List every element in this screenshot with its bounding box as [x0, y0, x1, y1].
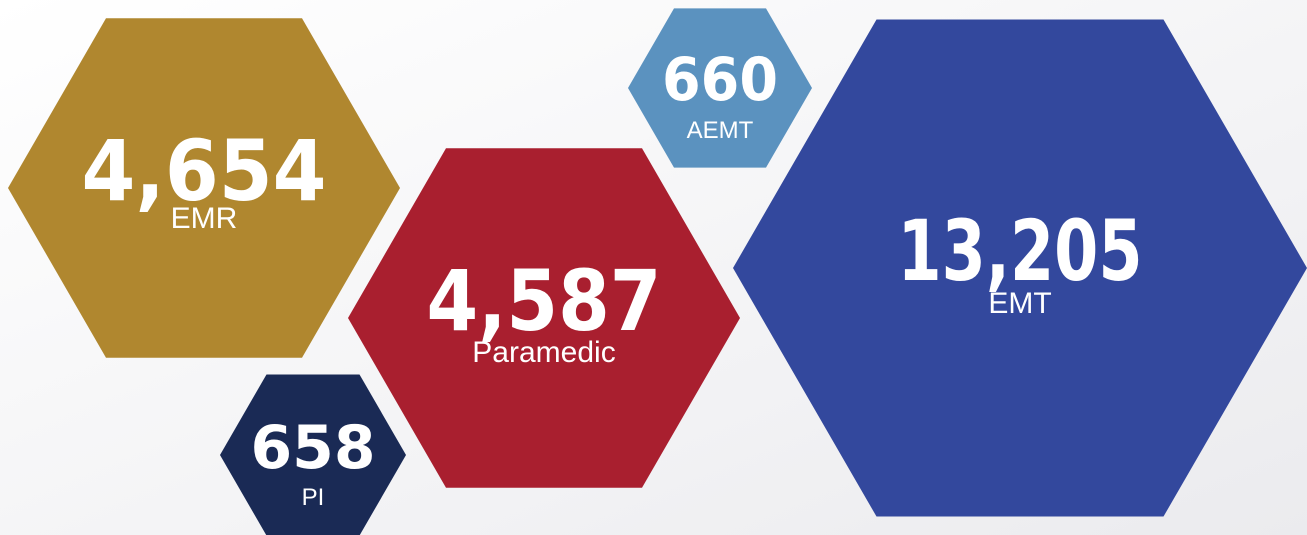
stat-label: Paramedic: [472, 336, 615, 369]
hexagon: [733, 19, 1307, 517]
stat-number: 13,205: [898, 202, 1143, 300]
stat-label: EMR: [171, 202, 238, 235]
stat-number: 4,587: [427, 252, 662, 350]
hexagon: [628, 8, 812, 168]
hexagon: [220, 374, 406, 535]
stat-number: 658: [251, 413, 376, 483]
stat-label: AEMT: [687, 117, 754, 144]
stat-label: PI: [302, 484, 325, 511]
stat-number: 4,654: [82, 122, 327, 220]
hexagon: [8, 18, 400, 358]
stat-label: EMT: [988, 287, 1051, 320]
hexagon: [348, 148, 740, 488]
stat-number: 660: [662, 45, 778, 115]
